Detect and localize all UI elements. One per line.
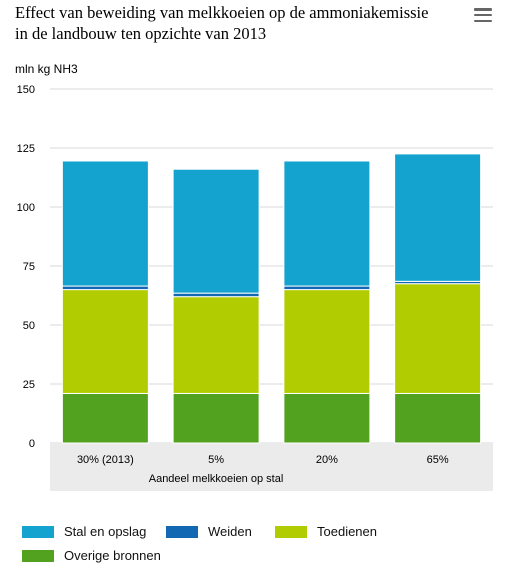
legend-item[interactable]: Toedienen <box>275 524 377 539</box>
hamburger-menu-icon[interactable] <box>474 8 492 23</box>
bar-segment[interactable] <box>283 160 371 287</box>
y-tick-label: 75 <box>23 261 35 273</box>
legend-label: Weiden <box>208 524 252 539</box>
y-tick-label: 150 <box>17 84 35 96</box>
bar-segment[interactable] <box>283 285 371 291</box>
legend-item[interactable]: Weiden <box>166 524 252 539</box>
x-tick-label: 5% <box>208 454 224 466</box>
x-axis-band <box>50 443 493 491</box>
chart-title-line-1: Effect van beweiding van melkkoeien op d… <box>15 3 429 22</box>
bar-segment[interactable] <box>172 296 260 394</box>
chart-title: Effect van beweiding van melkkoeien op d… <box>15 2 455 44</box>
bar-segment[interactable] <box>172 292 260 298</box>
x-tick-label: 65% <box>427 454 449 466</box>
y-tick-label: 0 <box>29 438 35 450</box>
legend-label: Stal en opslag <box>64 524 147 539</box>
x-axis-label: Aandeel melkkoeien op stal <box>149 473 284 485</box>
bars <box>61 153 482 444</box>
y-tick-label: 125 <box>17 143 35 155</box>
y-tick-label: 25 <box>23 379 35 391</box>
bar-segment[interactable] <box>172 392 260 444</box>
legend-item[interactable]: Overige bronnen <box>22 548 161 563</box>
bar-segment[interactable] <box>283 392 371 444</box>
bar-segment[interactable] <box>61 160 149 287</box>
bar-segment[interactable] <box>172 168 260 294</box>
chart-title-line-2: in de landbouw ten opzichte van 2013 <box>15 24 267 43</box>
y-tick-label: 100 <box>17 202 35 214</box>
x-tick-label: 30% (2013) <box>77 454 134 466</box>
x-tick-label: 20% <box>316 454 338 466</box>
bar-segment[interactable] <box>61 392 149 444</box>
legend-label: Toedienen <box>317 524 377 539</box>
stacked-bar-chart: 0 25 50 75 100 125 150 30% (2013) 5% 20% 65% Aand… <box>17 84 493 491</box>
x-axis-ticks: 30% (2013) 5% 20% 65% <box>77 454 449 466</box>
menu-bar <box>474 13 492 17</box>
legend-swatch <box>22 549 54 562</box>
menu-bar <box>474 19 492 23</box>
y-axis-label: mln kg NH3 <box>15 62 78 76</box>
legend-item[interactable]: Stal en opslag <box>22 524 146 539</box>
bar-segment[interactable] <box>283 289 371 394</box>
bar-segment[interactable] <box>61 285 149 291</box>
legend-swatch <box>22 525 54 538</box>
legend-swatch <box>275 525 307 538</box>
bar-segment[interactable] <box>61 289 149 394</box>
bar-segment[interactable] <box>394 153 482 282</box>
legend-swatch <box>166 525 198 538</box>
bar-segment[interactable] <box>394 392 482 444</box>
bar-segment[interactable] <box>394 283 482 394</box>
legend-label: Overige bronnen <box>64 548 161 563</box>
y-axis-ticks: 0 25 50 75 100 125 150 <box>17 84 35 450</box>
y-tick-label: 50 <box>23 320 35 332</box>
menu-bar <box>474 8 492 11</box>
